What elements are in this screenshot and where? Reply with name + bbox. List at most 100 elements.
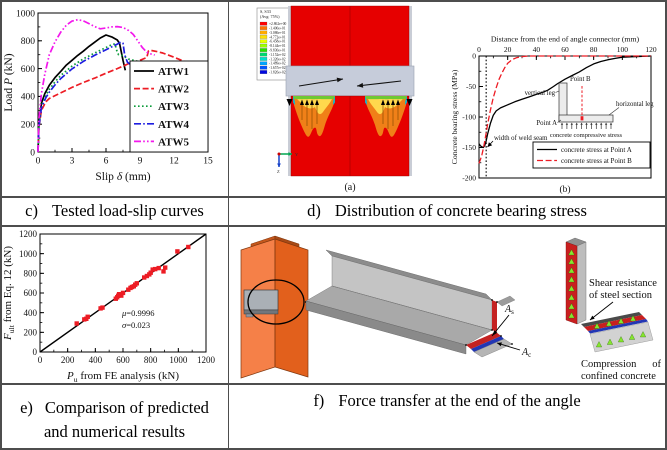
caption-f-label: f) (313, 391, 325, 410)
svg-text:-8.144e+01: -8.144e+01 (269, 44, 286, 48)
svg-text:3: 3 (70, 157, 75, 167)
shear-arrows (568, 249, 575, 319)
svg-text:0: 0 (36, 157, 41, 167)
triad-y-label: Y (295, 152, 299, 157)
svg-text:600: 600 (116, 355, 130, 365)
svg-text:800: 800 (24, 268, 38, 278)
data-point (144, 273, 150, 279)
shear-label-arrow (589, 301, 614, 321)
data-point (120, 290, 126, 296)
svg-text:0: 0 (30, 148, 35, 158)
svg-text:-1.657e+02: -1.657e+02 (269, 66, 286, 70)
svg-text:200: 200 (21, 121, 36, 131)
panel-f-force-transfer: As Ac (229, 226, 665, 383)
series-atw4 (37, 41, 154, 153)
svg-text:Slip δ (mm): Slip δ (mm) (95, 171, 150, 183)
svg-text:40: 40 (533, 45, 541, 54)
series-concrete-stress-at-point-a (478, 55, 652, 149)
steel-angle-3d (305, 249, 516, 358)
angle-inset: Point B vertical leg horizontal leg Point A… (525, 76, 655, 139)
As-arrow (491, 314, 510, 337)
bearing-arrows (593, 315, 637, 329)
svg-text:Concrete bearing stress (MPa): Concrete bearing stress (MPa) (450, 69, 459, 164)
edge-arrow-right (406, 99, 413, 106)
data-point (119, 293, 124, 298)
svg-text:concrete compressive stress: concrete compressive stress (550, 132, 623, 139)
svg-text:horizontal leg: horizontal leg (616, 101, 654, 108)
panel-e-comparison: 0 200 400 600 800 1000 1200 0 200 400 600 800 1000 12… (2, 226, 227, 383)
triad-z-label: Z (277, 169, 280, 174)
svg-text:0: 0 (472, 52, 476, 61)
bearing-stress-chart: 0 20 40 60 80 100 120 0 -50 -100 -150 -200 Distance … (450, 35, 657, 196)
row-divider-3 (2, 383, 665, 385)
slab-band (285, 65, 415, 97)
caption-e: e) Comparison of predicted and numerical… (2, 384, 227, 448)
svg-text:600: 600 (24, 288, 38, 298)
caption-f-text: Force transfer at the end of the angle (338, 391, 581, 410)
Ac-arrow (496, 342, 521, 351)
svg-text:80: 80 (590, 45, 598, 54)
caption-f: f) Force transfer at the end of the angl… (229, 384, 665, 448)
force-transfer-diagram: As Ac (240, 235, 662, 382)
fe-contour-plot: S, S33 (Avg: 75%) +2.862e+00-1.400e+01-3… (256, 5, 415, 193)
svg-text:Distance from the end of angle: Distance from the end of angle connector… (491, 35, 640, 44)
data-point (175, 249, 180, 254)
svg-text:-200: -200 (462, 174, 476, 183)
data-point (148, 270, 153, 275)
data-point (186, 244, 191, 250)
svg-text:1200: 1200 (197, 355, 216, 365)
svg-text:1000: 1000 (16, 9, 35, 19)
svg-text:-1.489e+02: -1.489e+02 (269, 62, 286, 66)
svg-text:120: 120 (645, 45, 657, 54)
shear-label-line2: of steel section (589, 290, 653, 301)
compression-label-word2: of (652, 359, 661, 370)
svg-text:ATW2: ATW2 (158, 84, 189, 96)
svg-text:0: 0 (33, 347, 38, 357)
svg-text:-1.320e+02: -1.320e+02 (269, 57, 286, 61)
data-point (156, 265, 161, 271)
svg-text:100: 100 (617, 45, 629, 54)
svg-text:ATW4: ATW4 (158, 119, 189, 131)
caption-d: d) Distribution of concrete bearing stre… (229, 197, 665, 225)
svg-text:ATW1: ATW1 (158, 66, 189, 78)
caption-e-text-line2: and numerical results (43, 421, 186, 441)
svg-text:-1.400e+01: -1.400e+01 (269, 27, 286, 31)
data-point (100, 305, 105, 310)
svg-text:-100: -100 (462, 113, 476, 122)
bearing-face (584, 315, 646, 331)
svg-text:Load P (kN): Load P (kN) (3, 53, 15, 111)
caption-e-text-line1: Comparison of predicted (44, 397, 209, 417)
series-atw5 (37, 18, 155, 153)
svg-text:Pu from FE analysis (kN): Pu from FE analysis (kN) (66, 370, 179, 383)
caption-c-text: Tested load-slip curves (51, 201, 204, 220)
svg-text:60: 60 (561, 45, 569, 54)
data-point (150, 267, 155, 272)
svg-text:200: 200 (61, 355, 75, 365)
data-point (134, 281, 139, 286)
svg-text:400: 400 (21, 93, 36, 103)
compression-label-line2: confined concrete (581, 371, 656, 382)
svg-text:800: 800 (21, 37, 36, 47)
steel-area-vertical (492, 300, 497, 332)
data-point (163, 265, 168, 270)
svg-text:20: 20 (504, 45, 512, 54)
panel-a-label: (a) (344, 182, 355, 193)
svg-text:1000: 1000 (19, 249, 38, 259)
svg-text:1200: 1200 (19, 229, 38, 239)
shear-label-line1: Shear resistance (589, 278, 657, 289)
concrete-area-strip (471, 336, 504, 352)
series-concrete-stress-at-point-b (478, 55, 651, 164)
svg-text:1000: 1000 (169, 355, 188, 365)
series-atw1 (37, 34, 127, 153)
compression-label-word1: Compression (581, 359, 637, 370)
panel-d-bearing-stress: S, S33 (Avg: 75%) +2.862e+00 -1.400e+01 -3… (229, 2, 665, 196)
series-atw2 (37, 49, 198, 153)
chart-b-legend: concrete stress at Point A concrete stres… (532, 141, 651, 169)
svg-text:-150: -150 (462, 143, 476, 152)
compression-arrows (595, 331, 647, 348)
caption-d-text: Distribution of concrete bearing stress (334, 201, 587, 220)
svg-text:400: 400 (24, 308, 38, 318)
zoom-ellipse (247, 279, 305, 325)
svg-text:0: 0 (477, 45, 481, 54)
